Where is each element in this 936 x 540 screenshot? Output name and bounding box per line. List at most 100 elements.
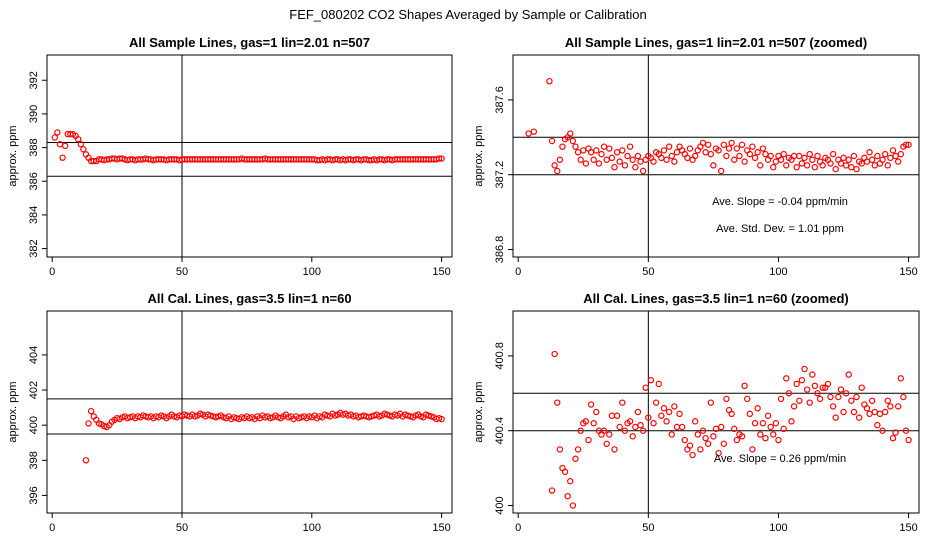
x-tick-label: 0 <box>49 266 55 278</box>
data-point <box>881 150 889 158</box>
data-point <box>837 386 845 393</box>
data-point <box>829 150 837 158</box>
data-point <box>593 408 600 416</box>
data-point <box>673 423 681 431</box>
data-point <box>881 408 889 416</box>
data-point <box>759 145 767 152</box>
data-point <box>438 415 445 423</box>
data-point <box>793 380 800 388</box>
data-point <box>59 154 66 161</box>
data-point <box>608 154 616 162</box>
data-point <box>723 395 730 403</box>
data-point <box>905 436 912 444</box>
data-point <box>587 149 595 156</box>
reference-lines <box>513 55 919 257</box>
data-point <box>762 434 769 442</box>
data-point <box>894 403 902 410</box>
data-point <box>796 152 803 160</box>
data-point <box>827 393 834 401</box>
data-point <box>887 154 894 162</box>
data-point <box>577 156 584 163</box>
data-point <box>850 408 858 416</box>
data-point <box>749 446 756 453</box>
data-point <box>788 418 795 425</box>
data-point <box>580 147 587 154</box>
data-point <box>796 397 803 404</box>
data-point <box>801 154 808 162</box>
data-point <box>619 147 626 154</box>
data-point <box>879 427 886 434</box>
y-tick-label: 386 <box>28 172 40 190</box>
data-point <box>548 137 556 145</box>
data-point <box>702 434 709 442</box>
data-point <box>80 146 87 153</box>
data-point <box>598 150 605 158</box>
data-point <box>621 427 629 434</box>
data-point <box>884 162 891 169</box>
data-point <box>853 393 860 401</box>
data-point <box>848 164 855 171</box>
data-point <box>746 410 754 418</box>
data-point <box>663 156 670 163</box>
data-point <box>767 152 774 160</box>
chart-panel-4: All Cal. Lines, gas=3.5 lin=1 n=60 (zoom… <box>473 291 920 534</box>
data-point <box>720 141 728 148</box>
data-point <box>590 156 597 163</box>
data-point <box>733 436 741 444</box>
data-point <box>900 393 907 401</box>
data-point <box>751 154 759 162</box>
data-point <box>790 403 798 410</box>
data-point <box>764 412 772 419</box>
x-tick-label: 50 <box>176 522 188 534</box>
data-point <box>850 152 858 160</box>
x-tick-label: 0 <box>515 266 521 278</box>
data-point <box>824 380 832 388</box>
data-point <box>718 423 725 431</box>
data-point <box>600 427 608 434</box>
data-point <box>608 412 616 419</box>
data-point <box>777 395 785 403</box>
data-point <box>699 427 707 434</box>
data-point <box>772 420 780 427</box>
data-point <box>746 150 754 158</box>
data-point <box>868 397 876 404</box>
y-tick-label: 400 <box>494 496 506 514</box>
data-point <box>665 408 673 416</box>
data-point <box>897 150 904 158</box>
data-point <box>574 149 582 156</box>
data-point <box>694 431 701 438</box>
data-points <box>51 129 445 165</box>
data-point <box>814 152 821 160</box>
data-point <box>770 164 777 171</box>
data-point <box>626 143 634 150</box>
data-point <box>697 446 704 453</box>
data-point <box>879 156 886 163</box>
data-point <box>645 414 652 421</box>
data-point <box>744 395 751 403</box>
data-point <box>712 425 720 433</box>
data-point <box>567 478 574 485</box>
data-point <box>684 154 691 162</box>
data-point <box>827 160 834 167</box>
data-point <box>702 149 709 156</box>
data-point <box>87 407 95 415</box>
data-point <box>894 158 902 165</box>
y-tick-label: 404 <box>28 346 40 364</box>
x-tick-label: 50 <box>642 522 654 534</box>
data-point <box>546 77 553 85</box>
data-point <box>647 377 655 384</box>
y-tick-label: 384 <box>28 206 40 224</box>
data-point <box>54 129 61 136</box>
data-point <box>767 423 774 431</box>
data-point <box>629 433 636 440</box>
data-point <box>658 154 665 162</box>
data-point <box>637 158 644 165</box>
data-point <box>754 405 761 412</box>
data-point <box>572 143 579 150</box>
chart-panel-3: All Cal. Lines, gas=3.5 lin=1 n=60 0 50 100… <box>7 291 453 534</box>
annotation: Ave. Slope = 0.26 ppm/min <box>714 453 846 465</box>
chart-title: All Sample Lines, gas=1 lin=2.01 n=507 <box>129 35 370 50</box>
data-point <box>554 399 561 406</box>
data-point <box>616 423 623 431</box>
